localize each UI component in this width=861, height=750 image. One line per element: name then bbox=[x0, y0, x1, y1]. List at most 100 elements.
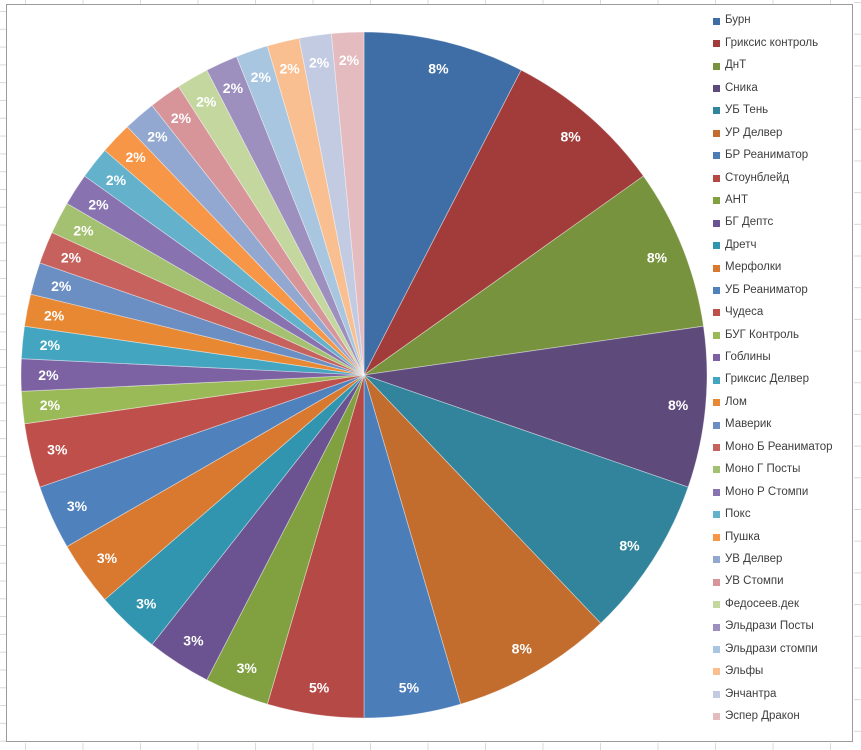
legend-item[interactable]: Сника bbox=[713, 77, 833, 99]
pie-slice[interactable] bbox=[363, 325, 708, 488]
legend-item[interactable]: БГ Дептс bbox=[713, 212, 833, 234]
legend-item[interactable]: Федосеев.дек bbox=[713, 593, 833, 615]
legend-label: БУГ Контроль bbox=[725, 328, 799, 341]
legend-item[interactable]: УР Делвер bbox=[713, 122, 833, 144]
legend-item[interactable]: Пушка bbox=[713, 526, 833, 548]
legend-item[interactable]: Энчантра bbox=[713, 683, 833, 705]
legend-color-swatch bbox=[713, 421, 720, 429]
pie-slice[interactable] bbox=[66, 374, 365, 601]
pie-slice[interactable] bbox=[363, 69, 644, 376]
legend-item[interactable]: Эспер Дракон bbox=[713, 706, 833, 728]
legend-item[interactable]: Моно Р Стомпи bbox=[713, 481, 833, 503]
pie-slice[interactable] bbox=[363, 175, 704, 376]
legend-item[interactable]: Эльфы bbox=[713, 661, 833, 683]
spreadsheet-grid-bottom bbox=[0, 743, 861, 750]
legend-label: Сника bbox=[725, 81, 758, 94]
legend-color-swatch bbox=[713, 174, 720, 182]
pie-slice[interactable] bbox=[39, 374, 365, 547]
pie-slice[interactable] bbox=[84, 149, 365, 376]
pie-slice[interactable] bbox=[20, 325, 365, 376]
spreadsheet-grid-right bbox=[854, 0, 861, 750]
pie-slice[interactable] bbox=[331, 31, 365, 376]
slice-percent-label: 8% bbox=[647, 250, 668, 266]
legend-item[interactable]: Дретч bbox=[713, 234, 833, 256]
legend-item[interactable]: Покс bbox=[713, 504, 833, 526]
slice-percent-label: 3% bbox=[97, 550, 118, 566]
pie-slice[interactable] bbox=[266, 37, 365, 376]
legend-color-swatch bbox=[713, 623, 720, 631]
legend-item[interactable]: Гоблины bbox=[713, 347, 833, 369]
legend-item[interactable]: УВ Стомпи bbox=[713, 571, 833, 593]
pie-slice[interactable] bbox=[104, 126, 365, 376]
pie-slice[interactable] bbox=[126, 104, 365, 376]
pie-slice[interactable] bbox=[363, 374, 602, 705]
legend-item[interactable]: ДнТ bbox=[713, 55, 833, 77]
legend-item[interactable]: Эльдрази Посты bbox=[713, 616, 833, 638]
legend-label: БГ Дептс bbox=[725, 216, 774, 229]
legend-label: Мерфолки bbox=[725, 261, 782, 274]
chart-area[interactable]: 8% 8% 8% 8% 8% 8% 5% 5% 3% 3% 3% 3% 3% 3% 2% 2% 2% 2% 2% 2%… bbox=[6, 4, 853, 742]
pie-slice[interactable] bbox=[363, 374, 689, 624]
legend-item[interactable]: УБ Тень bbox=[713, 100, 833, 122]
legend-color-swatch bbox=[713, 556, 720, 564]
legend-color-swatch bbox=[713, 511, 720, 519]
legend-item[interactable]: Лом bbox=[713, 391, 833, 413]
pie-slice[interactable] bbox=[20, 358, 365, 392]
legend-color-swatch bbox=[713, 713, 720, 721]
pie-slice[interactable] bbox=[30, 262, 365, 376]
legend-color-swatch bbox=[713, 690, 720, 698]
legend-item[interactable]: Мерфолки bbox=[713, 257, 833, 279]
pie-slice[interactable] bbox=[51, 203, 365, 376]
pie-slice[interactable] bbox=[39, 232, 365, 376]
slice-percent-label: 3% bbox=[136, 595, 157, 611]
legend-item[interactable]: Моно Г Посты bbox=[713, 459, 833, 481]
pie-slice[interactable] bbox=[151, 374, 365, 681]
legend-label: Пушка bbox=[725, 530, 760, 543]
pie-slice[interactable] bbox=[363, 31, 522, 376]
pie-slice[interactable] bbox=[363, 374, 462, 719]
legend-item[interactable]: Маверик bbox=[713, 414, 833, 436]
pie-slice[interactable] bbox=[151, 86, 365, 376]
legend-color-swatch bbox=[713, 376, 720, 384]
legend-item[interactable]: Стоунблейд bbox=[713, 167, 833, 189]
legend-color-swatch bbox=[713, 242, 720, 250]
legend-item[interactable]: БР Реаниматор bbox=[713, 145, 833, 167]
legend-item[interactable]: УБ Реаниматор bbox=[713, 279, 833, 301]
legend-item[interactable]: Эльдрази стомпи bbox=[713, 638, 833, 660]
pie-slice[interactable] bbox=[104, 374, 365, 646]
pie-slice[interactable] bbox=[20, 374, 365, 425]
legend-label: Стоунблейд bbox=[725, 171, 790, 184]
slice-percent-label: 2% bbox=[339, 52, 360, 68]
legend-item[interactable]: Чудеса bbox=[713, 302, 833, 324]
pie-slice[interactable] bbox=[206, 374, 365, 705]
legend-label: УБ Реаниматор bbox=[725, 283, 808, 296]
pie-slice[interactable] bbox=[298, 33, 365, 376]
pie-slice[interactable] bbox=[236, 45, 365, 376]
legend-color-swatch bbox=[713, 40, 720, 48]
slice-percent-label: 8% bbox=[668, 397, 689, 413]
pie-slice[interactable] bbox=[24, 374, 365, 488]
pie-slice[interactable] bbox=[178, 69, 365, 376]
legend-item[interactable]: Бурн bbox=[713, 10, 833, 32]
pie-chart: 8%8%8%8%8%8%5%5%3%3%3%3%3%3%2%2%2%2%2%2%… bbox=[20, 31, 708, 719]
legend-label: Моно Б Реаниматор bbox=[725, 440, 833, 453]
pie-slice[interactable] bbox=[206, 56, 365, 376]
legend-color-swatch bbox=[713, 601, 720, 609]
legend-item[interactable]: Гриксис контроль bbox=[713, 32, 833, 54]
legend-item[interactable]: Моно Б Реаниматор bbox=[713, 436, 833, 458]
legend-color-swatch bbox=[713, 85, 720, 93]
legend-item[interactable]: УВ Делвер bbox=[713, 549, 833, 571]
legend-color-swatch bbox=[713, 264, 720, 272]
pie-slice[interactable] bbox=[266, 374, 365, 719]
legend-label: УВ Делвер bbox=[725, 552, 783, 565]
legend-item[interactable]: БУГ Контроль bbox=[713, 324, 833, 346]
pie-slice[interactable] bbox=[24, 293, 365, 376]
legend-color-swatch bbox=[713, 444, 720, 452]
legend-color-swatch bbox=[713, 17, 720, 25]
legend-item[interactable]: Гриксис Делвер bbox=[713, 369, 833, 391]
legend-item[interactable]: АНТ bbox=[713, 190, 833, 212]
slice-percent-label: 2% bbox=[40, 337, 61, 353]
legend-color-swatch bbox=[713, 533, 720, 541]
pie-slice[interactable] bbox=[66, 175, 365, 376]
legend-label: УВ Стомпи bbox=[725, 575, 784, 588]
